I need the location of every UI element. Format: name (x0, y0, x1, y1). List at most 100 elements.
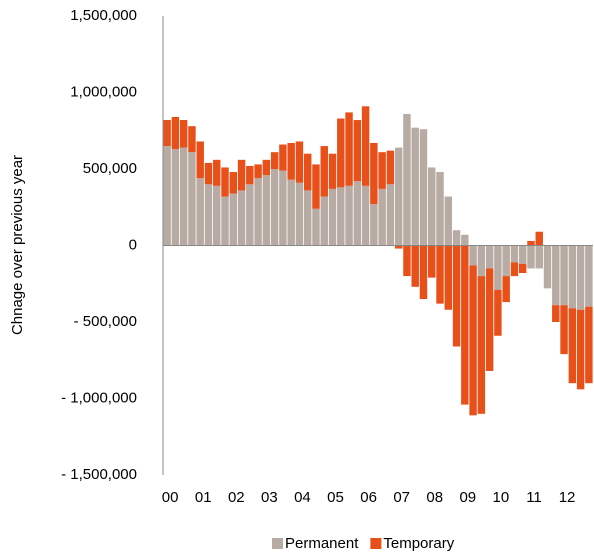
bar-segment (444, 196, 453, 246)
y-axis-label: Chnage over previous year (9, 155, 26, 335)
bar-segment (378, 188, 386, 246)
bar-segment (378, 152, 386, 189)
bar-segment (295, 182, 304, 246)
x-tick-label: 05 (327, 489, 344, 506)
bar-segment (452, 230, 461, 246)
bar-segment (221, 196, 229, 246)
bar-segment (163, 146, 171, 246)
bar-segment (494, 245, 502, 290)
bar-segment (270, 152, 279, 169)
bar-segment (494, 289, 502, 336)
bar-segment (436, 245, 444, 304)
bar-segment (188, 152, 196, 246)
bar-segment (303, 190, 312, 246)
bar-segment (287, 179, 295, 246)
bar-segment (576, 309, 585, 390)
bar-segment (452, 245, 461, 347)
bar-segment (403, 113, 411, 246)
bar-segment (568, 308, 577, 384)
bar-segment (469, 265, 477, 416)
bar-segment (469, 245, 477, 266)
bar-segment (394, 147, 403, 246)
legend-label: Temporary (383, 535, 454, 552)
bar-segment (552, 245, 560, 306)
bar-segment (320, 146, 328, 197)
bar-segment (411, 127, 419, 246)
bar-segment (386, 184, 395, 246)
x-tick-label: 09 (459, 489, 476, 506)
bar-segment (345, 185, 353, 246)
bar-segment (485, 245, 494, 269)
x-tick-label: 04 (294, 489, 311, 506)
x-tick-label: 07 (393, 489, 410, 506)
bar-segment (287, 142, 295, 180)
y-tick-label: - 500,000 (74, 313, 137, 330)
legend-label: Permanent (285, 535, 359, 552)
bar-segment (229, 193, 238, 246)
y-tick-label: 1,000,000 (70, 83, 137, 100)
bar-segment (585, 245, 593, 307)
bar-segment (188, 126, 196, 153)
bar-segment (403, 245, 411, 277)
bar-segment (237, 159, 246, 191)
bar-segment (411, 245, 419, 287)
bar-segment (213, 185, 221, 246)
bar-segment (552, 305, 560, 322)
bar-segment (196, 141, 204, 179)
bar-segment (328, 188, 337, 246)
bar-segment (419, 245, 428, 300)
y-tick-label: 1,500,000 (70, 7, 137, 24)
bar-segment (337, 187, 345, 246)
y-tick-label: 500,000 (83, 160, 137, 177)
x-tick-label: 00 (162, 489, 179, 506)
x-tick-label: 12 (559, 489, 576, 506)
bar-segment (213, 159, 221, 186)
bar-segment (535, 245, 543, 269)
x-tick-label: 06 (360, 489, 377, 506)
bar-segment (527, 245, 535, 269)
bar-segment (477, 276, 486, 414)
bar-segment (386, 150, 395, 185)
bar-segment (196, 178, 204, 246)
bar-segment (353, 181, 362, 246)
x-tick-label: 02 (228, 489, 245, 506)
bar-segment (428, 167, 436, 246)
bar-segment (254, 178, 262, 246)
bar-segment (361, 185, 370, 246)
bar-segment (518, 263, 527, 274)
bar-segment (246, 184, 254, 246)
bar-segment (303, 153, 312, 191)
bar-segment (510, 262, 519, 277)
bar-segment (436, 172, 444, 246)
bar-segment (246, 165, 254, 185)
bar-segment (279, 144, 287, 171)
bar-segment (477, 245, 486, 277)
bar-segment (312, 164, 320, 209)
bar-segment (502, 245, 510, 277)
x-tick-label: 08 (426, 489, 443, 506)
bar-segment (262, 159, 271, 176)
bar-segment (237, 190, 246, 246)
y-tick-label: - 1,500,000 (61, 466, 137, 483)
bar-segment (560, 245, 568, 306)
x-tick-label: 01 (195, 489, 212, 506)
bar-segment (171, 116, 180, 150)
x-tick-label: 10 (493, 489, 510, 506)
bar-segment (163, 120, 171, 147)
bar-segment (560, 305, 568, 355)
bar-segment (370, 204, 378, 246)
y-tick-label: - 1,000,000 (61, 389, 137, 406)
bar-segment (568, 245, 577, 309)
bar-segment (279, 170, 287, 246)
bar-segment (444, 245, 453, 310)
legend-swatch (370, 538, 382, 549)
bar-segment (527, 240, 535, 246)
bar-segment (254, 164, 262, 179)
bar-segment (394, 245, 403, 249)
bar-segment (204, 184, 213, 246)
bar-segment (461, 234, 469, 246)
bar-segment (295, 141, 304, 183)
bar-segment (535, 231, 543, 246)
bar-segment (361, 106, 370, 186)
